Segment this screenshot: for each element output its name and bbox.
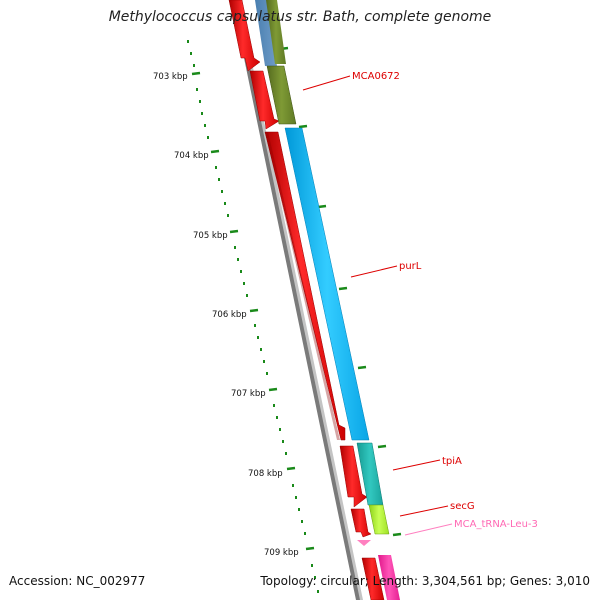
accession-label: Accession: NC_002977 <box>9 574 146 588</box>
scale-major-ticks <box>191 71 315 551</box>
scale-label-707: 707 kbp <box>231 389 266 399</box>
forward-strand-track <box>255 0 400 600</box>
feature-secg[interactable] <box>368 504 390 535</box>
reverse-cds-1[interactable] <box>228 0 261 72</box>
backbone <box>232 0 363 600</box>
scale-label-706: 706 kbp <box>212 310 247 320</box>
forward-cds-olive-top[interactable] <box>266 0 286 64</box>
scale-label-704: 704 kbp <box>174 151 209 161</box>
scale-label-703: 703 kbp <box>153 72 188 82</box>
reverse-cds-6[interactable] <box>361 557 385 600</box>
label-mca0672[interactable]: MCA0672 <box>352 71 400 82</box>
scale-label-709: 709 kbp <box>264 548 299 558</box>
scale-labels: 703 kbp 704 kbp 705 kbp 706 kbp 707 kbp … <box>153 72 299 558</box>
forward-cds-pink[interactable] <box>378 555 400 600</box>
reverse-cds-4[interactable] <box>339 445 368 508</box>
reverse-cds-3[interactable] <box>264 131 346 441</box>
label-leaders <box>302 75 453 536</box>
forward-cds-steel[interactable] <box>255 0 277 66</box>
reverse-cds-5[interactable] <box>350 508 372 538</box>
trna-marker[interactable] <box>357 540 371 546</box>
reverse-cds-3-shade <box>265 132 340 440</box>
label-secg[interactable]: secG <box>450 501 475 512</box>
genome-title: Methylococcus capsulatus str. Bath, comp… <box>108 9 492 25</box>
scale-dots <box>187 40 319 593</box>
label-mca-trna-leu-3[interactable]: MCA_tRNA-Leu-3 <box>454 519 538 530</box>
outer-ticks <box>279 46 402 537</box>
reverse-strand-track <box>228 0 385 600</box>
feature-purl[interactable] <box>284 127 370 441</box>
scale-label-708: 708 kbp <box>248 469 283 479</box>
scale-label-705: 705 kbp <box>193 231 228 241</box>
feature-labels: MCA0672 purL tpiA secG MCA_tRNA-Leu-3 <box>352 71 538 530</box>
label-tpia[interactable]: tpiA <box>442 456 462 467</box>
label-purl[interactable]: purL <box>399 261 422 272</box>
reverse-cds-2[interactable] <box>249 70 280 130</box>
genome-summary: Topology: circular; Length: 3,304,561 bp… <box>260 574 590 588</box>
feature-mca0672[interactable] <box>266 65 297 125</box>
